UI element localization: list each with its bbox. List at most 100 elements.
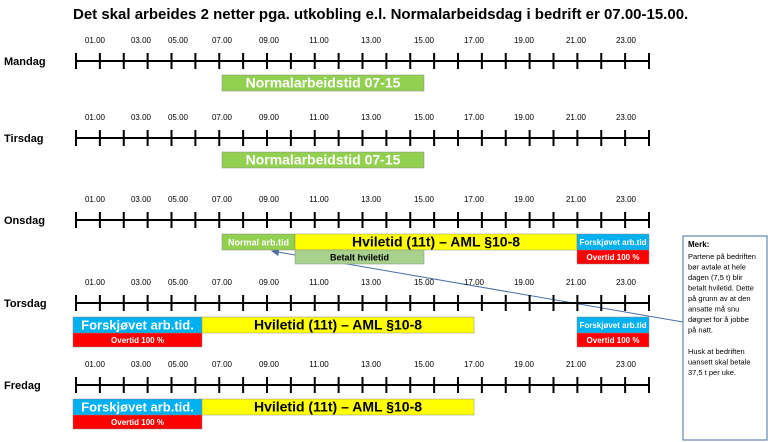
hour-label: 11.00 — [309, 195, 329, 204]
block-label: Overtid 100 % — [587, 336, 640, 345]
block-label: Normal arb.tid — [228, 237, 289, 247]
hour-label: 07.00 — [212, 113, 233, 122]
day-name: Tirsdag — [4, 133, 44, 145]
day-name: Mandag — [4, 56, 46, 68]
hour-label: 19.00 — [514, 360, 535, 369]
hour-label: 23.00 — [616, 36, 637, 45]
block-label: Forskjøvet arb.tid. — [81, 399, 194, 414]
hour-label: 13.00 — [361, 113, 382, 122]
title: Det skal arbeides 2 netter pga. utkoblin… — [73, 6, 688, 23]
block-label: Forskjøvet arb.tid — [579, 321, 646, 330]
day-name: Torsdag — [4, 298, 47, 310]
hour-label: 15.00 — [414, 36, 435, 45]
block-label: Overtid 100 % — [111, 418, 164, 427]
hour-label: 11.00 — [309, 278, 329, 287]
hour-label: 21.00 — [566, 36, 587, 45]
hour-label: 19.00 — [514, 195, 535, 204]
hour-label: 15.00 — [414, 113, 435, 122]
hour-label: 19.00 — [514, 278, 535, 287]
time-block — [576, 332, 650, 348]
hour-label: 19.00 — [514, 113, 535, 122]
hour-label: 21.00 — [566, 360, 587, 369]
note-line: døgnet for å jobbe — [688, 315, 749, 324]
note-line: dagen (7,5 t) blir — [688, 273, 743, 282]
hour-label: 07.00 — [212, 195, 233, 204]
note-line: betalt hviletid. Dette — [688, 283, 754, 292]
hour-label: 03.00 — [131, 360, 152, 369]
time-block — [221, 74, 425, 92]
hour-label: 15.00 — [414, 278, 435, 287]
hour-label: 05.00 — [168, 195, 189, 204]
hour-label: 15.00 — [414, 360, 435, 369]
block-label: Normalarbeidstid 07-15 — [246, 75, 401, 91]
hour-label: 09.00 — [259, 113, 280, 122]
hour-label: 01.00 — [85, 113, 106, 122]
time-block — [294, 249, 425, 265]
hour-label: 17.00 — [464, 113, 485, 122]
hour-label: 05.00 — [168, 113, 189, 122]
hour-label: 01.00 — [85, 278, 106, 287]
day-name: Onsdag — [4, 215, 45, 227]
hour-label: 21.00 — [566, 278, 587, 287]
time-block — [221, 151, 425, 169]
hour-label: 11.00 — [309, 36, 329, 45]
note-line: 37,5 t per uke. — [688, 368, 736, 377]
hour-label: 03.00 — [131, 113, 152, 122]
time-block — [72, 414, 203, 430]
note-line: bør avtale at hele — [688, 262, 746, 271]
hour-label: 07.00 — [212, 278, 233, 287]
hour-label: 19.00 — [514, 36, 535, 45]
hour-label: 11.00 — [309, 113, 329, 122]
block-label: Hviletid (11t) – AML §10-8 — [352, 234, 520, 250]
block-label: Overtid 100 % — [111, 336, 164, 345]
hour-label: 21.00 — [566, 113, 587, 122]
hour-label: 23.00 — [616, 278, 637, 287]
hour-label: 05.00 — [168, 36, 189, 45]
hour-label: 13.00 — [361, 278, 382, 287]
block-label: Normalarbeidstid 07-15 — [246, 152, 401, 168]
note-line: Partene på bedriften — [688, 252, 756, 261]
hour-label: 13.00 — [361, 36, 382, 45]
hour-label: 11.00 — [309, 360, 329, 369]
note-line: Husk at bedriften — [688, 347, 745, 356]
hour-label: 01.00 — [85, 360, 106, 369]
hour-label: 23.00 — [616, 195, 637, 204]
hour-label: 17.00 — [464, 36, 485, 45]
hour-label: 17.00 — [464, 360, 485, 369]
time-block — [201, 398, 475, 416]
time-block — [72, 332, 203, 348]
block-label: Hviletid (11t) – AML §10-8 — [254, 317, 422, 333]
note-line: på natt. — [688, 325, 713, 334]
block-label: Forskjøvet arb.tid — [579, 238, 646, 247]
note-box — [682, 235, 768, 441]
hour-label: 01.00 — [85, 36, 106, 45]
hour-label: 07.00 — [212, 360, 233, 369]
block-label: Hviletid (11t) – AML §10-8 — [254, 399, 422, 415]
hour-label: 21.00 — [566, 195, 587, 204]
note-heading: Merk: — [688, 240, 709, 249]
hour-label: 03.00 — [131, 278, 152, 287]
hour-label: 09.00 — [259, 278, 280, 287]
hour-label: 13.00 — [361, 360, 382, 369]
block-label: Betalt hviletid — [330, 252, 389, 262]
hour-label: 09.00 — [259, 195, 280, 204]
hour-label: 17.00 — [464, 278, 485, 287]
hour-label: 05.00 — [168, 278, 189, 287]
hour-label: 03.00 — [131, 36, 152, 45]
hour-label: 13.00 — [361, 195, 382, 204]
hour-label: 05.00 — [168, 360, 189, 369]
hour-label: 01.00 — [85, 195, 106, 204]
time-block — [201, 316, 475, 334]
hour-label: 07.00 — [212, 36, 233, 45]
hour-label: 23.00 — [616, 360, 637, 369]
hour-label: 03.00 — [131, 195, 152, 204]
time-block — [576, 249, 650, 265]
hour-label: 09.00 — [259, 36, 280, 45]
hour-label: 09.00 — [259, 360, 280, 369]
note-line: uansett skal betale — [688, 357, 751, 366]
hour-label: 15.00 — [414, 195, 435, 204]
note-line: på grunn av at den — [688, 294, 751, 303]
hour-label: 23.00 — [616, 113, 637, 122]
day-name: Fredag — [4, 380, 41, 392]
